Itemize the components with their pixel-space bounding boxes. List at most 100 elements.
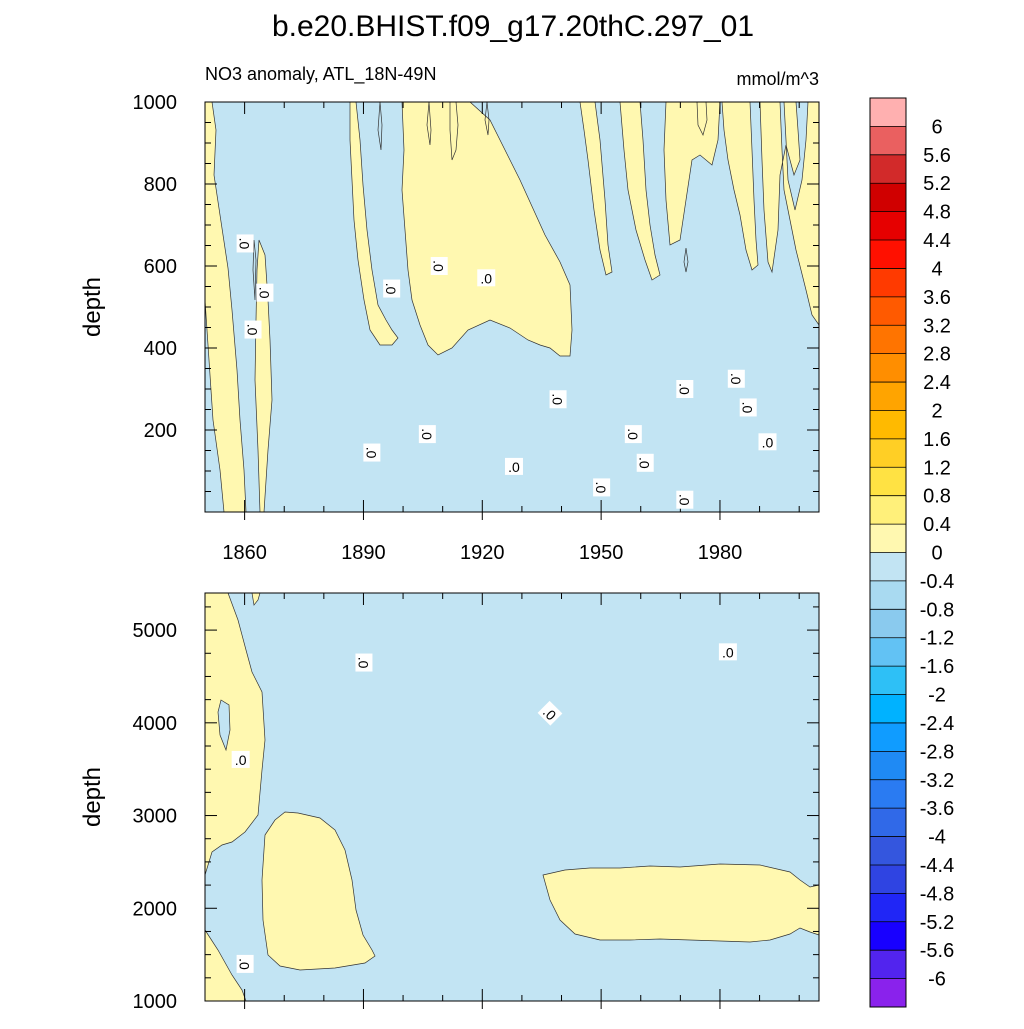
upper-contour-line [484,101,490,136]
colorbar-swatch [870,382,906,411]
upper-panel-units: mmol/m^3 [737,69,819,89]
colorbar-label: -2.8 [920,741,954,763]
contour-label-text: .0 [550,393,566,405]
colorbar-swatch [870,808,906,837]
contour-label: .0 [593,478,611,497]
upper-positive-region [721,101,759,271]
contour-label-text: .0 [637,457,653,469]
contour-label: .0 [355,653,373,672]
upper-positive-region [663,101,721,246]
upper-panel-left-title: NO3 anomaly, ATL_18N-49N [205,64,436,85]
upper-positive-regions [204,101,820,513]
contour-label-text: .0 [355,657,371,669]
upper-contour-line [426,101,432,146]
contour-label: .0 [363,443,381,462]
contour-label-text: .0 [363,447,379,459]
upper-contour-lines [252,101,689,301]
colorbar-label: 1.6 [923,429,951,451]
upper-contour-labels: .0 .0 .0 .0 .0 .0 .0 .0 .0 .0 .0 .0 .0 .0 .0 .0 .0 .0 [236,234,777,509]
lower-contour-labels: .0 .0 .0 .0 .0 [231,643,737,973]
colorbar-swatch [870,978,906,1008]
contour-label-box [236,954,254,973]
y-tick-label: 200 [144,420,177,442]
colorbar-swatch [870,666,906,695]
colorbar-label: 4 [931,258,942,280]
contour-label: .0 [430,257,448,275]
lower-contour-line [217,699,231,752]
colorbar-swatch [870,779,906,809]
colorbar-swatch [870,211,906,241]
x-tick-label: 1890 [341,542,386,564]
y-tick-label: 2000 [133,898,178,920]
colorbar-swatch [870,864,906,894]
contour-label-box [758,433,777,451]
lower-panel: 1000 2000 3000 4000 5000 .0 .0 .0 .0 .0 depth [79,592,820,1013]
y-tick-label: 4000 [133,713,178,735]
y-tick-label: 800 [144,174,177,196]
upper-positive-region [759,101,820,327]
contour-label-box [418,425,436,444]
contour-label-box [537,700,563,726]
contour-label: .0 [504,457,523,475]
contour-label: .0 [477,269,496,287]
colorbar-label: -4.8 [920,883,954,905]
colorbar-swatch [870,552,906,582]
colorbar-label: -6 [928,969,946,991]
colorbar-label: 0 [931,543,942,565]
colorbar-swatch [870,722,906,752]
upper-panel: NO3 anomaly, ATL_18N-49N mmol/m^3 [79,64,820,564]
y-tick-label: 5000 [133,620,178,642]
colorbar-label: 3.2 [923,315,951,337]
contour-label: .0 [236,234,254,253]
colorbar-label: 2 [931,400,942,422]
colorbar-swatch [870,921,906,951]
colorbar-swatch [870,836,906,866]
colorbar-swatch [870,694,906,724]
colorbar: 6 5.6 5.2 4.8 4.4 4 3.6 3.2 2.8 2.4 2 1.6 1.2 0.8 0.4 0… [869,97,954,1008]
y-tick-label: 1000 [133,991,178,1013]
contour-label-text: .0 [480,270,492,286]
contour-label-box [593,478,611,497]
colorbar-label: -4 [928,827,946,849]
contour-label-box [636,453,654,472]
upper-positive-region [349,101,399,346]
colorbar-label: -2.4 [920,713,954,735]
contour-label-text: .0 [419,428,435,440]
contour-label-box [231,750,250,768]
upper-plot-frame [204,101,820,513]
colorbar-label: 2.8 [923,344,951,366]
contour-label-box [504,457,523,475]
x-tick-label: 1950 [579,542,624,564]
colorbar-swatch [870,524,906,553]
contour-label-box [676,380,694,398]
colorbar-label: 5.2 [923,173,951,195]
upper-ylabel: depth [79,277,106,337]
y-tick-label: 400 [144,338,177,360]
colorbar-label: -0.8 [920,599,954,621]
lower-positive-region [204,592,266,876]
colorbar-swatch [870,268,906,298]
contour-label: .0 [676,380,694,398]
contour-label-text: .0 [625,428,641,440]
contour-label-box [739,398,757,417]
colorbar-label: -4.4 [920,855,954,877]
colorbar-label: -5.6 [920,940,954,962]
colorbar-label: -3.2 [920,770,954,792]
upper-contour-line [252,239,257,301]
contour-label: .0 [231,750,250,768]
contour-label-text: .0 [431,260,447,272]
contour-label: .0 [383,279,401,298]
upper-contour-line [377,101,383,151]
colorbar-swatch [870,580,906,610]
lower-plot-frame [204,592,820,1002]
colorbar-swatch [870,637,906,667]
contour-label-text: .0 [740,402,756,414]
figure-title: b.e20.BHIST.f09_g17.20thC.297_01 [272,10,754,43]
contour-label-box [363,443,381,462]
contour-label-text: .0 [593,482,609,494]
y-tick-label: 3000 [133,806,178,828]
colorbar-label: 4.4 [923,230,951,252]
contour-label: .0 [244,320,262,339]
colorbar-label: -1.6 [920,656,954,678]
